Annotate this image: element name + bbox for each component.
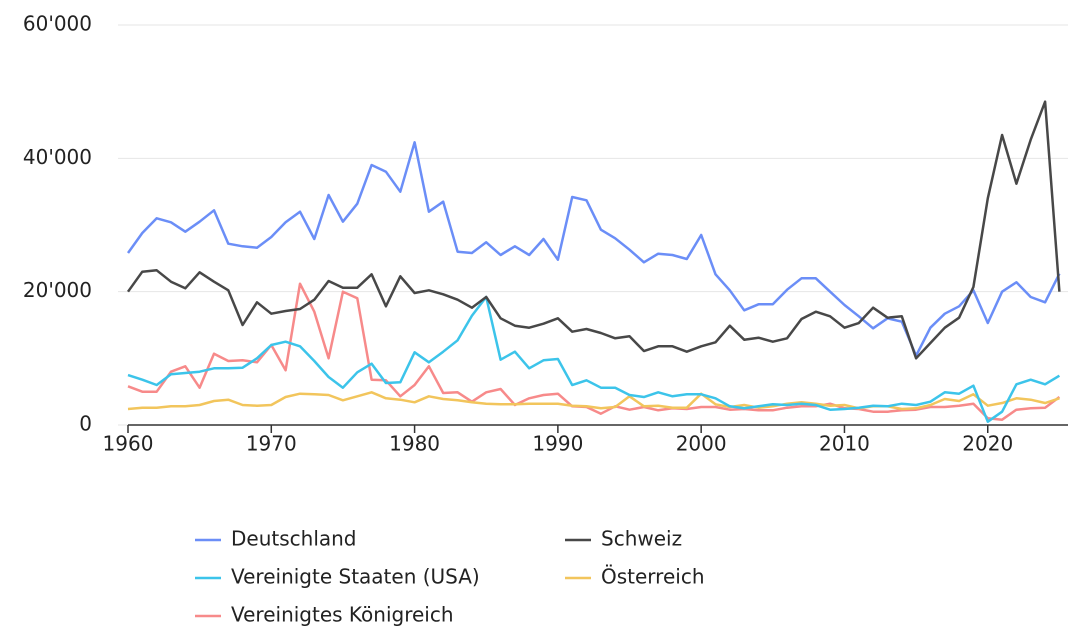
x-tick-label: 1970 [246,432,297,456]
x-tick-label: 2000 [676,432,727,456]
y-tick-label: 20'000 [23,278,92,302]
y-tick-label: 0 [79,412,92,436]
x-tick-label: 2010 [819,432,870,456]
legend-label: Deutschland [231,527,357,551]
series-line [126,100,1061,360]
legend-label: Vereinigte Staaten (USA) [231,565,480,589]
legend-label: Vereinigtes Königreich [231,603,454,627]
x-tick-label: 1960 [103,432,154,456]
y-tick-label: 40'000 [23,145,92,169]
series-line [127,391,1060,411]
x-tick-label: 2020 [962,432,1013,456]
series-line [126,141,1061,357]
series-line [127,282,1061,421]
y-tick-label: 60'000 [23,12,92,36]
series-line [127,295,1061,423]
x-tick-label: 1990 [532,432,583,456]
x-tick-label: 1980 [389,432,440,456]
legend-label: Österreich [601,565,705,589]
legend-label: Schweiz [601,527,682,551]
